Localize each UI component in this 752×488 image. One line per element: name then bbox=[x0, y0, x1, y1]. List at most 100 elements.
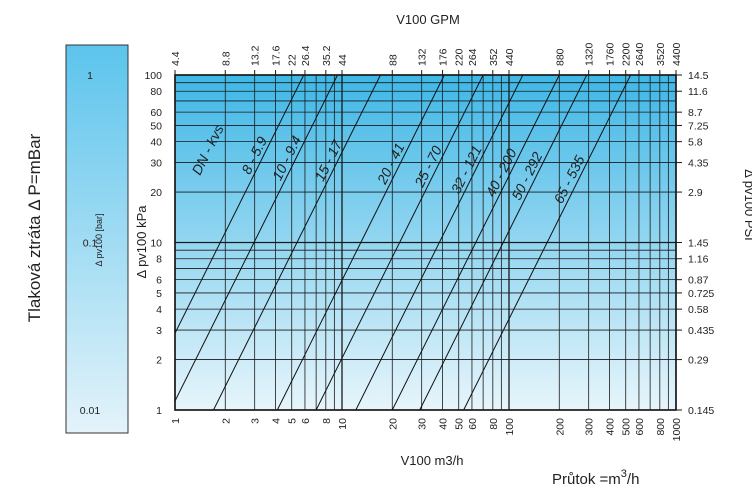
x-tick-label: 100 bbox=[504, 418, 516, 436]
x-tick-label: 4 bbox=[271, 418, 283, 424]
series-line-dn-10 bbox=[175, 75, 338, 403]
x-tick-label: 60 bbox=[467, 418, 479, 430]
y-right-tick-label: 11.6 bbox=[688, 86, 708, 98]
x-tick-label: 8 bbox=[321, 418, 333, 424]
x-top-tick-label: 22 bbox=[287, 54, 299, 66]
y-tick-label: 1 bbox=[156, 405, 162, 417]
y-right-tick-label: 2.9 bbox=[688, 187, 703, 199]
x-tick-label: 1000 bbox=[671, 418, 683, 442]
x-tick-label: 800 bbox=[655, 418, 667, 436]
y-right-tick-label: 1.16 bbox=[688, 254, 709, 266]
y-tick-label: 40 bbox=[150, 137, 162, 149]
series-line-dn-65 bbox=[463, 75, 632, 410]
x-tick-label: 1 bbox=[170, 418, 182, 424]
y-right-tick-label: 14.5 bbox=[688, 70, 709, 82]
y-tick-label: 6 bbox=[156, 275, 162, 287]
y-tick-label: 20 bbox=[150, 187, 162, 199]
left-title: Tlaková ztráta Δ P=mBar bbox=[25, 133, 44, 322]
x-top-tick-label: 352 bbox=[488, 48, 500, 66]
x-top-ticks: 4.4 8.8 13.2 17.6 22 26.4 35.2 44 88 132 176 220 264… bbox=[170, 42, 683, 66]
series-line-dn-20 bbox=[276, 75, 445, 410]
y-tick-label: 80 bbox=[150, 86, 162, 98]
x-tick-label: 30 bbox=[417, 418, 429, 430]
y-tick-label: 50 bbox=[150, 120, 162, 132]
scale-bar-ticks: 1 0.1 0.01 bbox=[80, 70, 101, 417]
series-line-dn-32 bbox=[355, 75, 524, 410]
x-tick-label: 400 bbox=[605, 418, 617, 436]
x-tick-label: 10 bbox=[337, 418, 349, 430]
y-tick-label: 10 bbox=[150, 238, 162, 250]
series-lines bbox=[175, 75, 632, 410]
scale-bar bbox=[65, 44, 129, 434]
y-left-title: Δ pv100 kPa bbox=[134, 205, 149, 279]
y-right-tick-label: 0.29 bbox=[688, 355, 709, 367]
x-tick-label: 6 bbox=[300, 418, 312, 424]
series-line-dn-8 bbox=[175, 75, 305, 335]
x-tick-label: 200 bbox=[554, 418, 566, 436]
x-top-title: V100 GPM bbox=[396, 12, 460, 27]
x-tick-label: 40 bbox=[438, 418, 450, 430]
x-top-tick-label: 4.4 bbox=[170, 51, 182, 66]
y-right-tick-label: 0.145 bbox=[688, 405, 714, 417]
x-top-tick-label: 26.4 bbox=[300, 45, 312, 66]
series-line-dn-15 bbox=[213, 75, 381, 410]
x-top-tick-label: 264 bbox=[467, 48, 479, 66]
y-tick-label: 4 bbox=[156, 304, 162, 316]
y-right-tick-label: 8.7 bbox=[688, 107, 703, 119]
x-top-tick-label: 220 bbox=[454, 48, 466, 66]
x-top-tick-label: 13.2 bbox=[250, 45, 262, 66]
x-bottom-title: V100 m3/h bbox=[401, 453, 464, 468]
x-tick-label: 5 bbox=[287, 418, 299, 424]
x-top-tick-label: 3520 bbox=[655, 42, 667, 66]
x-top-tick-label: 4400 bbox=[671, 42, 683, 66]
y-tick-label: 3 bbox=[156, 325, 162, 337]
x-bottom-ticks: 1 2 3 4 5 6 8 10 20 30 40 50 60 80 100 200 300 400 500 600 8… bbox=[170, 418, 683, 442]
y-tick-label: 100 bbox=[144, 70, 162, 82]
x-tick-label: 600 bbox=[634, 418, 646, 436]
x-top-tick-label: 35.2 bbox=[321, 45, 333, 66]
x-tick-label: 3 bbox=[250, 418, 262, 424]
x-top-tick-label: 880 bbox=[554, 48, 566, 66]
y-right-title: Δ pv100 PSI bbox=[742, 169, 752, 241]
y-tick-label: 8 bbox=[156, 254, 162, 266]
series-line-dn-25 bbox=[315, 75, 484, 410]
scale-bar-tick-label: 0.01 bbox=[80, 405, 101, 417]
x-top-tick-label: 2640 bbox=[634, 42, 646, 66]
y-right-tick-label: 0.725 bbox=[688, 288, 714, 300]
x-top-tick-label: 132 bbox=[417, 48, 429, 66]
y-tick-label: 2 bbox=[156, 355, 162, 367]
scale-bar-tick-label: 1 bbox=[87, 70, 93, 82]
x-tick-label: 500 bbox=[621, 418, 633, 436]
x-tick-label: 20 bbox=[387, 418, 399, 430]
x-top-tick-label: 2200 bbox=[621, 42, 633, 66]
x-tick-label: 2 bbox=[220, 418, 232, 424]
x-tick-label: 50 bbox=[454, 418, 466, 430]
y-right-tick-label: 1.45 bbox=[688, 238, 709, 250]
y-tick-label: 30 bbox=[150, 158, 162, 170]
x-top-tick-label: 1760 bbox=[605, 42, 617, 66]
x-top-tick-label: 176 bbox=[438, 48, 450, 66]
y-right-tick-label: 0.87 bbox=[688, 275, 709, 287]
x-top-tick-label: 44 bbox=[337, 54, 349, 66]
x-top-tick-label: 8.8 bbox=[220, 51, 232, 66]
x-top-tick-label: 440 bbox=[504, 48, 516, 66]
y-right-tick-label: 0.58 bbox=[688, 304, 709, 316]
y-tick-label: 5 bbox=[156, 288, 162, 300]
y-tick-label: 60 bbox=[150, 107, 162, 119]
series-line-dn-50 bbox=[419, 75, 588, 410]
scale-bar-tick-label: 0.1 bbox=[83, 238, 98, 250]
flow-label: Průtok =m3/h bbox=[552, 468, 639, 488]
y-right-tick-label: 4.35 bbox=[688, 158, 709, 170]
x-top-tick-label: 1320 bbox=[584, 42, 596, 66]
x-top-tick-label: 88 bbox=[387, 54, 399, 66]
x-top-tick-label: 17.6 bbox=[271, 45, 283, 66]
y-right-tick-label: 0.435 bbox=[688, 325, 714, 337]
y-right-tick-label: 7.25 bbox=[688, 120, 709, 132]
x-tick-label: 300 bbox=[584, 418, 596, 436]
y-right-tick-label: 5.8 bbox=[688, 137, 703, 149]
scale-bar-label: Δ pv100 [bar] bbox=[94, 213, 104, 266]
series-line-dn-40 bbox=[391, 75, 560, 410]
